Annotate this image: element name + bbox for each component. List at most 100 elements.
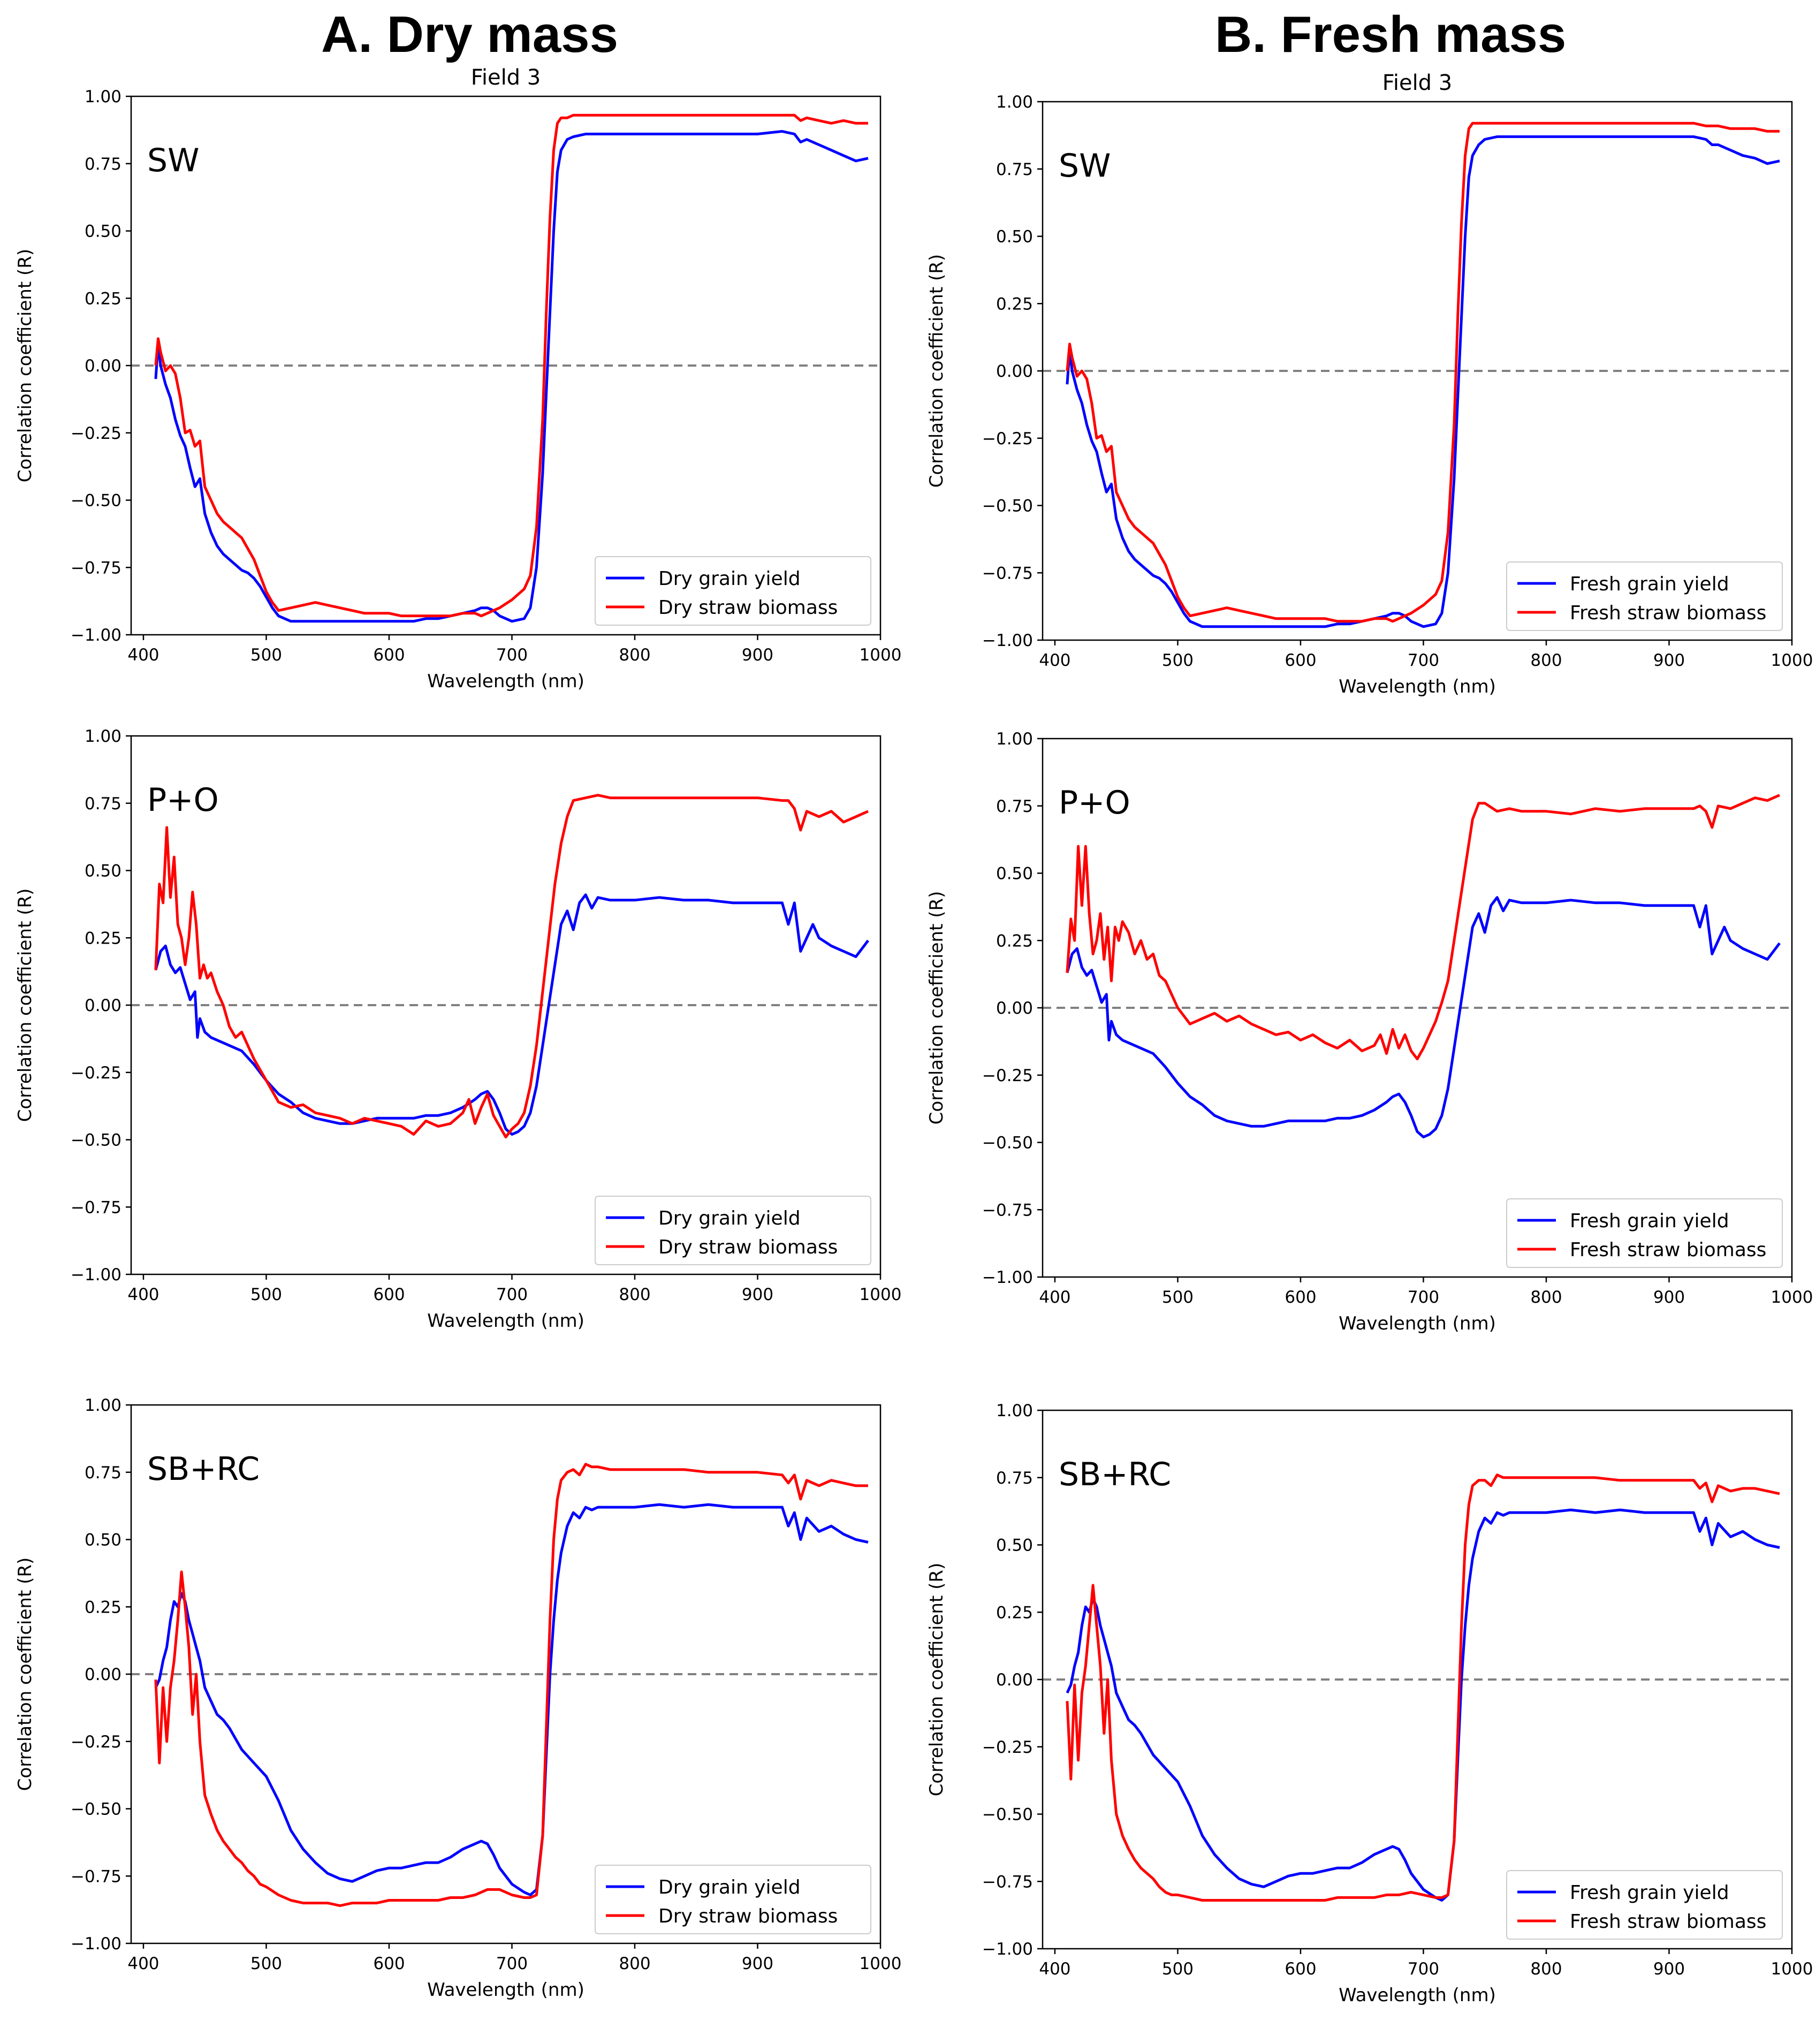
y-tick-label: 0.00 bbox=[996, 362, 1033, 381]
legend-box bbox=[595, 1865, 871, 1934]
x-tick-label: 500 bbox=[1162, 651, 1194, 670]
legend-label-fresh-grain-yield: Fresh grain yield bbox=[1570, 1210, 1729, 1232]
legend: Dry grain yield Dry straw biomass bbox=[595, 1196, 871, 1265]
y-tick-label: 0.00 bbox=[996, 999, 1033, 1018]
x-tick-label: 800 bbox=[619, 1954, 650, 1973]
x-tick-label: 1000 bbox=[1771, 1959, 1813, 1979]
series-line-fresh-grain-yield bbox=[1066, 135, 1780, 628]
legend-label-dry-grain-yield: Dry grain yield bbox=[658, 568, 801, 590]
legend-label-fresh-straw-biomass: Fresh straw biomass bbox=[1570, 602, 1766, 624]
chart-panel-2: Field 3 400 500 600 700 800 900 1000 −1.00 −0.75 −… bbox=[926, 71, 1813, 697]
y-tick-label: 1.00 bbox=[996, 93, 1033, 112]
x-tick-label: 600 bbox=[1285, 651, 1316, 670]
panel-label: SW bbox=[147, 142, 199, 179]
legend-label-dry-straw-biomass: Dry straw biomass bbox=[658, 597, 838, 619]
y-tick-label: 0.00 bbox=[996, 1670, 1033, 1690]
x-tick-label: 900 bbox=[1653, 651, 1685, 670]
panel-label: SB+RC bbox=[147, 1450, 260, 1488]
x-tick-label: 1000 bbox=[1771, 1288, 1813, 1307]
panel-title: Field 3 bbox=[471, 65, 541, 90]
legend: Fresh grain yield Fresh straw biomass bbox=[1506, 1198, 1783, 1268]
y-axis-label: Correlation coefficient (R) bbox=[14, 249, 36, 482]
x-tick-label: 700 bbox=[496, 1954, 528, 1973]
y-tick-label: −0.50 bbox=[982, 497, 1033, 516]
x-tick-label: 600 bbox=[1285, 1959, 1316, 1979]
y-tick-label: 0.75 bbox=[996, 1469, 1033, 1488]
y-tick-label: 1.00 bbox=[996, 730, 1033, 749]
x-tick-label: 800 bbox=[619, 645, 650, 665]
series-line-dry-grain-yield bbox=[154, 893, 869, 1136]
legend-box bbox=[1506, 1198, 1783, 1268]
x-axis-label: Wavelength (nm) bbox=[1339, 1985, 1496, 2006]
series-line-dry-straw-biomass bbox=[154, 794, 869, 1138]
legend-label-fresh-grain-yield: Fresh grain yield bbox=[1570, 573, 1729, 595]
x-tick-label: 700 bbox=[1408, 1288, 1439, 1307]
chart-panel-3: 400 500 600 700 800 900 1000 −1.00 −0.75 −0.50 −0.… bbox=[14, 727, 901, 1332]
x-tick-label: 900 bbox=[1653, 1288, 1685, 1307]
y-tick-label: −0.75 bbox=[982, 1200, 1033, 1220]
y-tick-label: −1.00 bbox=[71, 626, 121, 645]
y-tick-label: −1.00 bbox=[982, 1940, 1033, 1959]
x-tick-label: 600 bbox=[373, 645, 405, 665]
series-line-fresh-grain-yield bbox=[1066, 896, 1781, 1138]
y-tick-label: 0.50 bbox=[85, 1531, 121, 1550]
legend-label-fresh-straw-biomass: Fresh straw biomass bbox=[1570, 1911, 1766, 1933]
x-tick-label: 500 bbox=[250, 645, 282, 665]
y-tick-label: −0.25 bbox=[71, 1063, 121, 1083]
y-tick-label: 0.75 bbox=[996, 797, 1033, 816]
y-tick-label: 1.00 bbox=[85, 1396, 121, 1415]
chart-panel-6: 400 500 600 700 800 900 1000 −1.00 −0.75 −0.50 −0.… bbox=[926, 1401, 1813, 2006]
y-axis-label: Correlation coefficient (R) bbox=[926, 254, 947, 488]
x-tick-label: 400 bbox=[1039, 1288, 1070, 1307]
x-tick-label: 900 bbox=[742, 1954, 773, 1973]
y-axis-label: Correlation coefficient (R) bbox=[926, 1563, 947, 1796]
legend-label-dry-straw-biomass: Dry straw biomass bbox=[658, 1905, 838, 1927]
y-tick-label: −0.50 bbox=[982, 1134, 1033, 1153]
x-tick-label: 400 bbox=[127, 1954, 159, 1973]
x-axis-label: Wavelength (nm) bbox=[427, 671, 584, 692]
x-tick-label: 700 bbox=[1408, 1959, 1439, 1979]
y-tick-label: −0.50 bbox=[982, 1805, 1033, 1825]
y-tick-label: −0.25 bbox=[982, 429, 1033, 449]
y-tick-label: 0.75 bbox=[85, 155, 121, 174]
y-tick-label: 0.50 bbox=[996, 864, 1033, 884]
x-tick-label: 800 bbox=[1530, 1288, 1562, 1307]
x-tick-label: 800 bbox=[619, 1285, 650, 1304]
legend-label-fresh-straw-biomass: Fresh straw biomass bbox=[1570, 1239, 1766, 1261]
series-line-fresh-grain-yield bbox=[1066, 1508, 1780, 1902]
series-line-dry-straw-biomass bbox=[154, 113, 868, 618]
y-axis-label: Correlation coefficient (R) bbox=[14, 888, 36, 1122]
y-tick-label: 1.00 bbox=[85, 727, 121, 746]
panel-label: P+O bbox=[1059, 784, 1130, 822]
series-line-dry-grain-yield bbox=[154, 130, 869, 623]
x-axis-label: Wavelength (nm) bbox=[1339, 1313, 1496, 1334]
y-tick-label: 1.00 bbox=[85, 87, 121, 107]
chart-panel-5: 400 500 600 700 800 900 1000 −1.00 −0.75 −0.50 −0.… bbox=[14, 1396, 901, 2001]
x-tick-label: 500 bbox=[1162, 1959, 1194, 1979]
x-tick-label: 700 bbox=[1408, 651, 1439, 670]
series-line-fresh-straw-biomass bbox=[1066, 121, 1780, 623]
y-tick-label: −0.75 bbox=[71, 1867, 121, 1886]
x-tick-label: 900 bbox=[1653, 1959, 1685, 1979]
panel-label: SB+RC bbox=[1059, 1456, 1171, 1493]
y-axis-label: Correlation coefficient (R) bbox=[926, 891, 947, 1124]
x-tick-label: 500 bbox=[1162, 1288, 1194, 1307]
x-tick-label: 1000 bbox=[1771, 651, 1813, 670]
y-tick-label: −0.75 bbox=[71, 1198, 121, 1217]
legend: Dry grain yield Dry straw biomass bbox=[595, 556, 871, 626]
y-tick-label: −1.00 bbox=[982, 631, 1033, 650]
y-tick-label: 0.25 bbox=[996, 1603, 1033, 1622]
chart-panel-4: 400 500 600 700 800 900 1000 −1.00 −0.75 −0.50 −0.… bbox=[926, 730, 1813, 1334]
x-tick-label: 500 bbox=[250, 1954, 282, 1973]
x-axis-label: Wavelength (nm) bbox=[427, 1310, 584, 1332]
x-tick-label: 800 bbox=[1530, 1959, 1562, 1979]
y-tick-label: 0.00 bbox=[85, 996, 121, 1015]
legend-box bbox=[1506, 1870, 1783, 1940]
column-title-dry-mass: A. Dry mass bbox=[321, 6, 618, 63]
y-tick-label: −0.25 bbox=[71, 1733, 121, 1752]
legend-box bbox=[595, 556, 871, 626]
legend-label-dry-grain-yield: Dry grain yield bbox=[658, 1207, 801, 1229]
legend-box bbox=[595, 1196, 871, 1265]
x-tick-label: 400 bbox=[127, 1285, 159, 1304]
y-tick-label: −1.00 bbox=[982, 1268, 1033, 1287]
